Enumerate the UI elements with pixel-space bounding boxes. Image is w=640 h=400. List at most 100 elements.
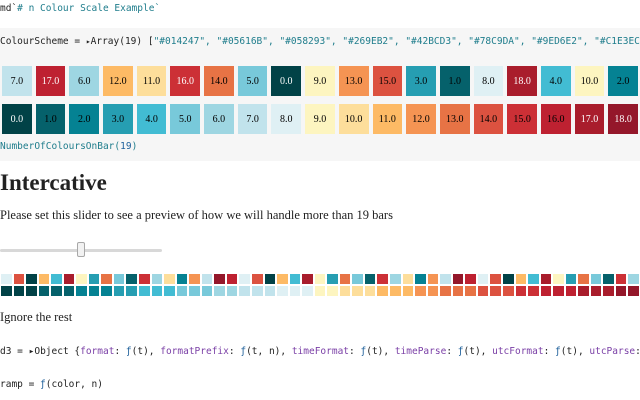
preview-colour-cell: [390, 274, 401, 284]
colour-scheme-item: "#269EB2",: [342, 36, 400, 47]
number-of-colours-line: NumberOfColoursOnBar(19): [0, 141, 137, 152]
colour-cell: 10.0: [338, 104, 369, 134]
colour-cell: 6.0: [69, 66, 100, 96]
code-token: (t),: [560, 346, 590, 357]
preview-colour-cell: [528, 286, 539, 296]
code-token: (t),: [131, 346, 161, 357]
preview-colour-cell: [176, 274, 188, 284]
colour-scheme-item: "#058293",: [279, 36, 337, 47]
colour-scheme-item: "#014247",: [153, 36, 211, 47]
preview-colour-cell: [251, 286, 263, 296]
preview-colour-cell: [76, 286, 87, 296]
preview-colour-cell: [226, 274, 238, 284]
colour-scheme-item: "#42BCD3",: [405, 36, 463, 47]
preview-colour-cell: [415, 274, 426, 284]
preview-colour-cell: [364, 274, 376, 284]
preview-colour-cell: [440, 274, 451, 284]
preview-colour-cell: [502, 286, 514, 296]
colour-cell: 13.0: [439, 104, 470, 134]
preview-colour-cell: [264, 286, 276, 296]
code-token: ƒ: [40, 379, 46, 390]
code-token: :: [543, 346, 556, 357]
preview-colour-cell: [101, 286, 112, 296]
preview-bar-shuffled: [0, 274, 640, 284]
preview-colour-cell: [402, 286, 414, 296]
preview-colour-cell: [63, 274, 75, 284]
colour-scheme-name: ColourScheme: [0, 36, 69, 47]
code-token: timeFormat: [291, 346, 350, 357]
colour-cell: 9.0: [305, 66, 335, 96]
preview-colour-cell: [289, 274, 301, 284]
preview-colour-cell: [314, 286, 326, 296]
colour-cell: 11.0: [372, 104, 403, 134]
code-token: ▸: [28, 346, 35, 357]
d3-object-line[interactable]: d3 = ▸Object {format: ƒ(t), formatPrefix…: [0, 346, 640, 357]
preview-colour-cell: [427, 274, 439, 284]
preview-colour-cell: [164, 286, 175, 296]
code-token: (t),: [463, 346, 493, 357]
preview-colour-cell: [528, 274, 539, 284]
preview-colour-cell: [126, 274, 138, 284]
colour-cell: 14.0: [473, 104, 504, 134]
code-token: ƒ: [240, 346, 247, 357]
preview-colour-cell: [189, 274, 200, 284]
colour-cell: 15.0: [507, 104, 537, 134]
preview-colour-cell: [603, 286, 614, 296]
preview-colour-cell: [1, 286, 12, 296]
md-cell[interactable]: md`# n Colour Scale Example`: [0, 3, 160, 14]
colour-cell: 10.0: [574, 66, 605, 96]
colour-cell: 15.0: [372, 66, 403, 96]
expand-toggle-icon[interactable]: ▸: [85, 37, 91, 46]
colour-scheme-cell[interactable]: ColourScheme = ▸Array(19) ["#014247", "#…: [0, 28, 640, 161]
preview-colour-cell: [515, 286, 527, 296]
preview-colour-cell: [277, 274, 288, 284]
preview-colour-cell: [327, 274, 338, 284]
colour-cell: 13.0: [338, 66, 369, 96]
code-token: utcFormat: [492, 346, 544, 357]
preview-colour-cell: [477, 274, 489, 284]
bar-count-slider[interactable]: [0, 242, 162, 258]
preview-colour-cell: [327, 286, 338, 296]
number-of-colours-fn: NumberOfColoursOnBar: [0, 141, 115, 152]
colour-cell: 14.0: [204, 66, 234, 96]
preview-colour-cell: [88, 274, 100, 284]
preview-colour-cell: [151, 286, 163, 296]
code-token: ƒ: [125, 346, 132, 357]
preview-colour-cell: [239, 286, 250, 296]
colour-cell: 0.0: [271, 66, 302, 96]
code-token: utcParse: [589, 346, 636, 357]
preview-colour-cell: [452, 286, 464, 296]
slider-thumb[interactable]: [77, 242, 85, 257]
colour-cell: 17.0: [35, 66, 66, 96]
colour-cell: 18.0: [507, 66, 537, 96]
colour-cell: 3.0: [406, 66, 436, 96]
colour-cell: 11.0: [136, 66, 167, 96]
ramp-function-line[interactable]: ramp = ƒ(color, n): [0, 379, 103, 390]
preview-colour-cell: [565, 286, 577, 296]
colour-cell: 5.0: [170, 104, 201, 134]
colour-cell: 4.0: [540, 66, 571, 96]
open-bracket: [: [142, 36, 154, 47]
preview-colour-cell: [465, 274, 476, 284]
preview-colour-cell: [1, 274, 12, 284]
code-token: :: [446, 346, 458, 357]
preview-colour-cell: [339, 286, 351, 296]
preview-colour-cell: [553, 286, 564, 296]
ignore-text: Ignore the rest: [0, 310, 73, 324]
colour-cell: 8.0: [473, 66, 504, 96]
preview-colour-cell: [628, 286, 639, 296]
colour-cell: 17.0: [574, 104, 605, 134]
preview-colour-cell: [13, 274, 25, 284]
preview-colour-cell: [590, 274, 602, 284]
preview-colour-cell: [502, 274, 514, 284]
preview-colour-cell: [226, 286, 238, 296]
code-token: ƒ: [360, 346, 367, 357]
slider-prompt: Please set this slider to see a preview …: [0, 208, 393, 222]
preview-colour-cell: [264, 274, 276, 284]
colour-cell: 6.0: [204, 104, 234, 134]
colour-scheme-item: "#C1E3EC": [594, 36, 640, 47]
preview-colour-cell: [352, 274, 363, 284]
preview-colour-cell: [201, 286, 213, 296]
colour-bar-ordered: 0.0 1.0 2.0 3.0 4.0 5.0 6.0 7.0 8.0 9.0 10.0 11.0 12…: [0, 104, 640, 134]
code-token: :: [114, 346, 126, 357]
